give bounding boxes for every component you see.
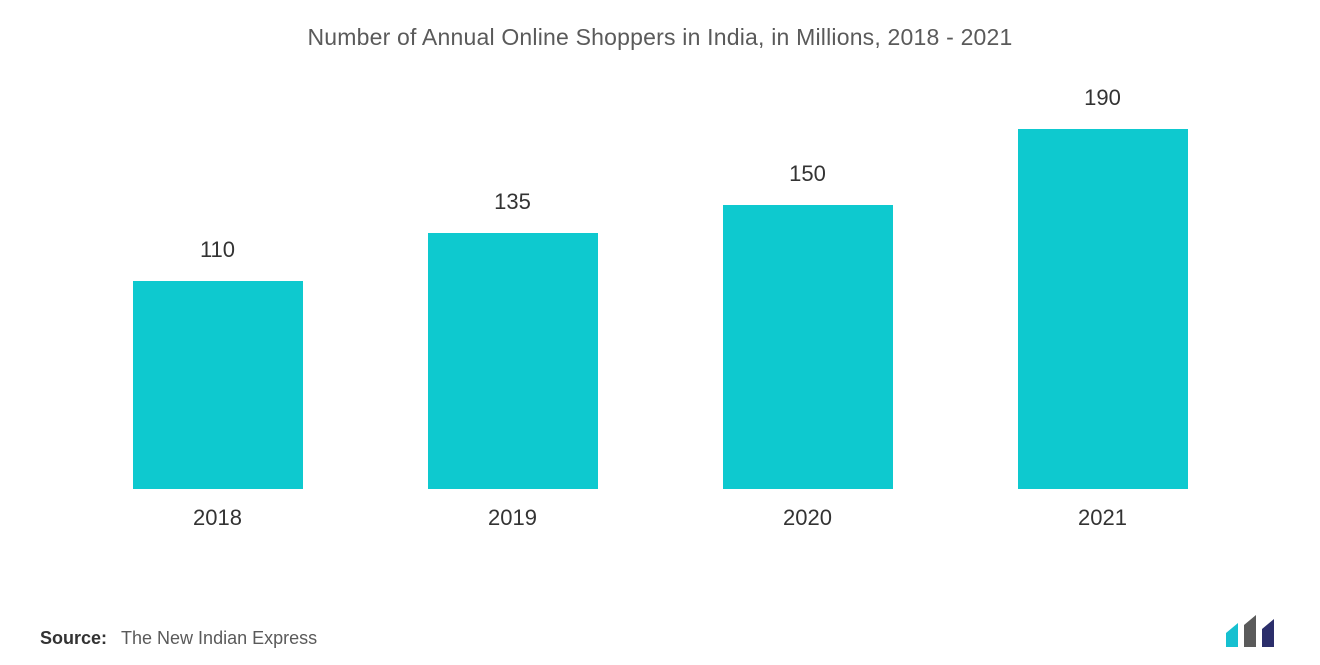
bar-category-label: 2018	[193, 505, 242, 531]
bar-rect	[1018, 129, 1188, 489]
source-text: The New Indian Express	[121, 628, 317, 648]
bar-category-label: 2019	[488, 505, 537, 531]
bar-value-label: 110	[200, 237, 235, 263]
chart-container: Number of Annual Online Shoppers in Indi…	[0, 0, 1320, 665]
bar-group-0: 110 2018	[70, 71, 365, 531]
bar-group-1: 135 2019	[365, 71, 660, 531]
bar-value-label: 150	[789, 161, 826, 187]
source-label: Source:	[40, 628, 107, 648]
bar-category-label: 2020	[783, 505, 832, 531]
chart-title: Number of Annual Online Shoppers in Indi…	[40, 24, 1280, 51]
bars-row: 110 2018 135 2019 150 2020 190 2021	[50, 71, 1270, 531]
chart-footer: Source: The New Indian Express	[40, 613, 1280, 649]
chart-plot-area: 110 2018 135 2019 150 2020 190 2021	[50, 71, 1270, 531]
bar-group-3: 190 2021	[955, 71, 1250, 531]
logo-bar-1	[1226, 623, 1238, 647]
brand-logo-icon	[1224, 613, 1280, 649]
bar-category-label: 2021	[1078, 505, 1127, 531]
bar-value-label: 190	[1084, 85, 1121, 111]
bar-value-label: 135	[494, 189, 531, 215]
logo-bar-3	[1262, 619, 1274, 647]
bar-rect	[428, 233, 598, 489]
bar-rect	[133, 281, 303, 489]
logo-bar-2	[1244, 615, 1256, 647]
bar-rect	[723, 205, 893, 489]
bar-group-2: 150 2020	[660, 71, 955, 531]
source-attribution: Source: The New Indian Express	[40, 628, 317, 649]
